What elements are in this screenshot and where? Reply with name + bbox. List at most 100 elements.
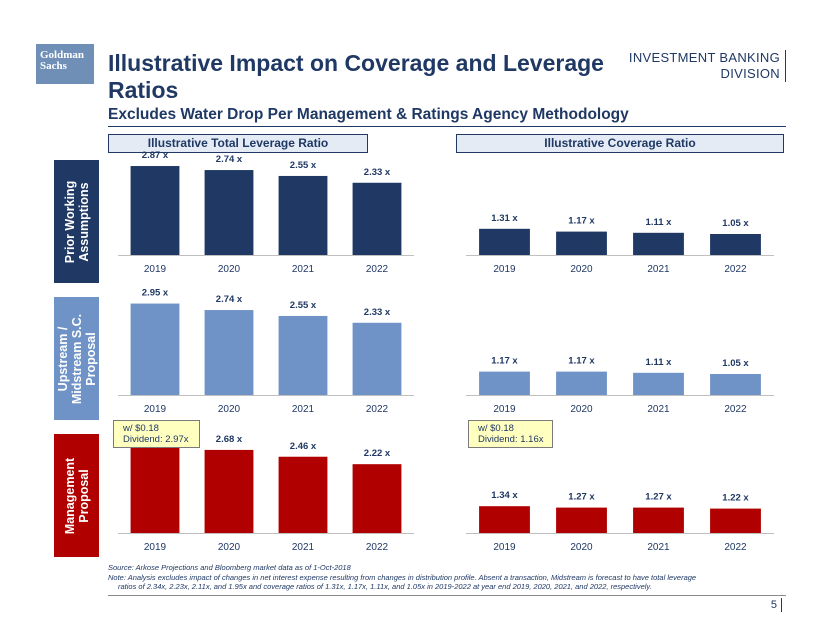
footer-divider <box>108 595 786 596</box>
leverage-management-bar-2022 <box>352 464 402 533</box>
coverage-prior-value-label-2020: 1.17 x <box>568 216 595 227</box>
coverage-upstream-tick-label-2021: 2021 <box>647 404 670 415</box>
coverage-callout-line-2: Dividend: 1.16x <box>478 434 544 445</box>
coverage-upstream-value-label-2020: 1.17 x <box>568 356 595 367</box>
leverage-prior-tick-label-2019: 2019 <box>144 264 167 275</box>
coverage-prior-bar-2021 <box>633 232 684 255</box>
row-label-prior-line-2: Assumptions <box>76 181 91 262</box>
coverage-management-value-label-2019: 1.34 x <box>491 490 518 501</box>
leverage-management-tick-label-2020: 2020 <box>218 542 241 553</box>
coverage-upstream-bar-2020 <box>556 371 607 395</box>
coverage-upstream-value-label-2022: 1.05 x <box>722 358 749 369</box>
coverage-callout-line-1: w/ $0.18 <box>478 423 514 434</box>
coverage-upstream-tick-label-2019: 2019 <box>493 404 516 415</box>
leverage-upstream-tick-label-2020: 2020 <box>218 404 241 415</box>
coverage-prior-bar-2022 <box>710 234 761 255</box>
row-label-management: Management Proposal <box>54 434 99 557</box>
coverage-prior-tick-label-2022: 2022 <box>724 264 747 275</box>
column-header-leverage: Illustrative Total Leverage Ratio <box>108 134 368 153</box>
logo-line-2: Sachs <box>40 60 67 72</box>
leverage-upstream-value-label-2021: 2.55 x <box>290 300 317 311</box>
coverage-upstream-bar-2022 <box>710 374 761 395</box>
row-label-upstream-line-3: Proposal <box>83 331 98 386</box>
leverage-upstream-bar-2020 <box>204 310 254 395</box>
leverage-prior-value-label-2022: 2.33 x <box>364 167 391 178</box>
goldman-sachs-logo: Goldman Sachs <box>36 44 94 84</box>
leverage-management-bar-2020 <box>204 449 254 533</box>
leverage-dividend-callout: w/ $0.18 Dividend: 2.97x <box>113 420 200 448</box>
leverage-prior-tick-label-2020: 2020 <box>218 264 241 275</box>
coverage-prior-value-label-2019: 1.31 x <box>491 213 518 224</box>
division-line-2: DIVISION <box>720 66 780 81</box>
coverage-management-tick-label-2022: 2022 <box>724 542 747 553</box>
coverage-upstream-value-label-2021: 1.11 x <box>646 357 673 368</box>
page-title: Illustrative Impact on Coverage and Leve… <box>108 50 604 103</box>
leverage-upstream-tick-label-2019: 2019 <box>144 404 167 415</box>
chart-leverage-upstream: 2.95 x 2019 2.74 x 2020 2.55 x 2021 2.33 x 2022 <box>118 288 414 415</box>
source-text: Source: Arkose Projections and Bloomberg… <box>108 563 351 572</box>
row-label-upstream: Upstream / Midstream S.C. Proposal <box>54 297 99 420</box>
row-label-management-line-2: Proposal <box>76 468 91 523</box>
leverage-upstream-tick-label-2022: 2022 <box>366 404 389 415</box>
row-label-upstream-line-1: Upstream / <box>55 326 70 391</box>
leverage-prior-bar-2020 <box>204 170 254 255</box>
leverage-prior-bar-2021 <box>278 175 328 255</box>
chart-coverage-prior: 1.31 x 2019 1.17 x 2020 1.11 x 2021 1.05 x 2022 <box>466 213 774 275</box>
leverage-callout-line-2: Dividend: 2.97x <box>123 434 189 445</box>
leverage-management-tick-label-2019: 2019 <box>144 542 167 553</box>
division-line-1: INVESTMENT BANKING <box>628 50 780 65</box>
coverage-management-bar-2022 <box>710 508 761 533</box>
column-header-coverage: Illustrative Coverage Ratio <box>456 134 784 153</box>
coverage-dividend-callout: w/ $0.18 Dividend: 1.16x <box>468 420 553 448</box>
coverage-prior-tick-label-2019: 2019 <box>493 264 516 275</box>
row-label-prior-line-1: Prior Working <box>62 180 77 263</box>
coverage-prior-value-label-2021: 1.11 x <box>646 217 673 228</box>
leverage-upstream-bar-2021 <box>278 315 328 395</box>
leverage-upstream-value-label-2019: 2.95 x <box>142 288 169 299</box>
coverage-management-bar-2019 <box>479 506 530 533</box>
coverage-management-tick-label-2020: 2020 <box>570 542 593 553</box>
coverage-management-bar-2020 <box>556 507 607 533</box>
leverage-prior-tick-label-2022: 2022 <box>366 264 389 275</box>
source-note: Source: Arkose Projections and Bloomberg… <box>108 563 798 592</box>
leverage-prior-value-label-2021: 2.55 x <box>290 160 317 171</box>
header-divider <box>108 126 786 127</box>
chart-coverage-management: 1.34 x 2019 1.27 x 2020 1.27 x 2021 1.22 x 2022 <box>466 490 774 553</box>
note-text-continued: ratios of 2.34x, 2.23x, 2.11x, and 1.95x… <box>118 582 652 591</box>
chart-coverage-upstream: 1.17 x 2019 1.17 x 2020 1.11 x 2021 1.05 x 2022 <box>466 356 774 415</box>
row-label-management-line-1: Management <box>62 457 77 534</box>
leverage-management-value-label-2020: 2.68 x <box>216 434 243 445</box>
leverage-upstream-tick-label-2021: 2021 <box>292 404 315 415</box>
leverage-management-bar-2021 <box>278 456 328 533</box>
coverage-prior-bar-2019 <box>479 228 530 255</box>
leverage-management-value-label-2021: 2.46 x <box>290 441 317 452</box>
leverage-prior-bar-2022 <box>352 182 402 255</box>
leverage-management-value-label-2022: 2.22 x <box>364 448 391 459</box>
leverage-upstream-bar-2022 <box>352 322 402 395</box>
coverage-prior-bar-2020 <box>556 231 607 255</box>
row-label-prior: Prior Working Assumptions <box>54 160 99 283</box>
logo-line-1: Goldman <box>40 49 85 61</box>
coverage-prior-tick-label-2021: 2021 <box>647 264 670 275</box>
coverage-upstream-tick-label-2022: 2022 <box>724 404 747 415</box>
coverage-upstream-tick-label-2020: 2020 <box>570 404 593 415</box>
coverage-prior-value-label-2022: 1.05 x <box>722 218 749 229</box>
leverage-upstream-value-label-2020: 2.74 x <box>216 294 243 305</box>
coverage-prior-tick-label-2020: 2020 <box>570 264 593 275</box>
coverage-upstream-bar-2021 <box>633 372 684 395</box>
note-text: Note: Analysis excludes impact of change… <box>108 572 697 582</box>
coverage-management-bar-2021 <box>633 507 684 533</box>
leverage-prior-value-label-2019: 2.87 x <box>142 150 169 161</box>
chart-leverage-prior: 2.87 x 2019 2.74 x 2020 2.55 x 2021 2.33 x 2022 <box>118 150 414 275</box>
division-label: INVESTMENT BANKING DIVISION <box>629 50 786 82</box>
leverage-management-tick-label-2021: 2021 <box>292 542 315 553</box>
leverage-prior-tick-label-2021: 2021 <box>292 264 315 275</box>
leverage-management-bar-2019 <box>130 444 180 533</box>
coverage-management-value-label-2021: 1.27 x <box>645 492 672 503</box>
leverage-prior-value-label-2020: 2.74 x <box>216 154 243 165</box>
leverage-callout-line-1: w/ $0.18 <box>123 423 159 434</box>
page-subtitle: Excludes Water Drop Per Management & Rat… <box>108 106 629 123</box>
leverage-upstream-value-label-2022: 2.33 x <box>364 307 391 318</box>
coverage-management-tick-label-2021: 2021 <box>647 542 670 553</box>
